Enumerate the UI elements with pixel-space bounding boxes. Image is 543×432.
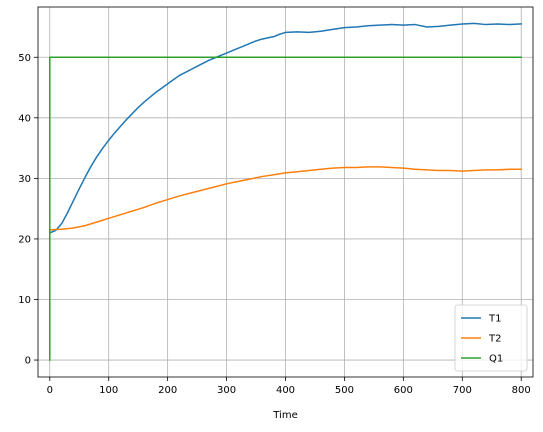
axis-ticks: 0 100 200 300 400 500 600 700 800 0 10 20 30 40 50 (18, 53, 530, 396)
legend-label-t2: T2 (488, 334, 501, 345)
x-tick-label: 400 (276, 385, 295, 396)
x-tick-label: 0 (47, 385, 53, 396)
legend-box (454, 304, 528, 372)
x-tick-label: 100 (99, 385, 118, 396)
y-tick-label: 30 (18, 174, 31, 185)
legend: T1 T2 Q1 (454, 304, 528, 372)
x-tick-label: 300 (217, 385, 236, 396)
x-tick-label: 200 (158, 385, 177, 396)
series-line-t1 (48, 22, 522, 234)
x-tick-label: 600 (394, 385, 413, 396)
y-tick-label: 50 (18, 53, 31, 64)
legend-label-q1: Q1 (489, 354, 503, 365)
series-line-q1 (49, 56, 522, 361)
y-tick-label: 0 (25, 356, 31, 367)
series-lines (48, 22, 522, 361)
y-tick-label: 10 (18, 295, 31, 306)
x-axis-title: Time (272, 410, 297, 421)
legend-label-t1: T1 (488, 314, 501, 325)
x-tick-label: 800 (512, 385, 531, 396)
x-tick-label: 500 (335, 385, 354, 396)
x-tick-label: 700 (453, 385, 472, 396)
y-tick-label: 40 (18, 113, 31, 124)
series-line-t2 (49, 166, 522, 231)
y-tick-label: 20 (18, 234, 31, 245)
